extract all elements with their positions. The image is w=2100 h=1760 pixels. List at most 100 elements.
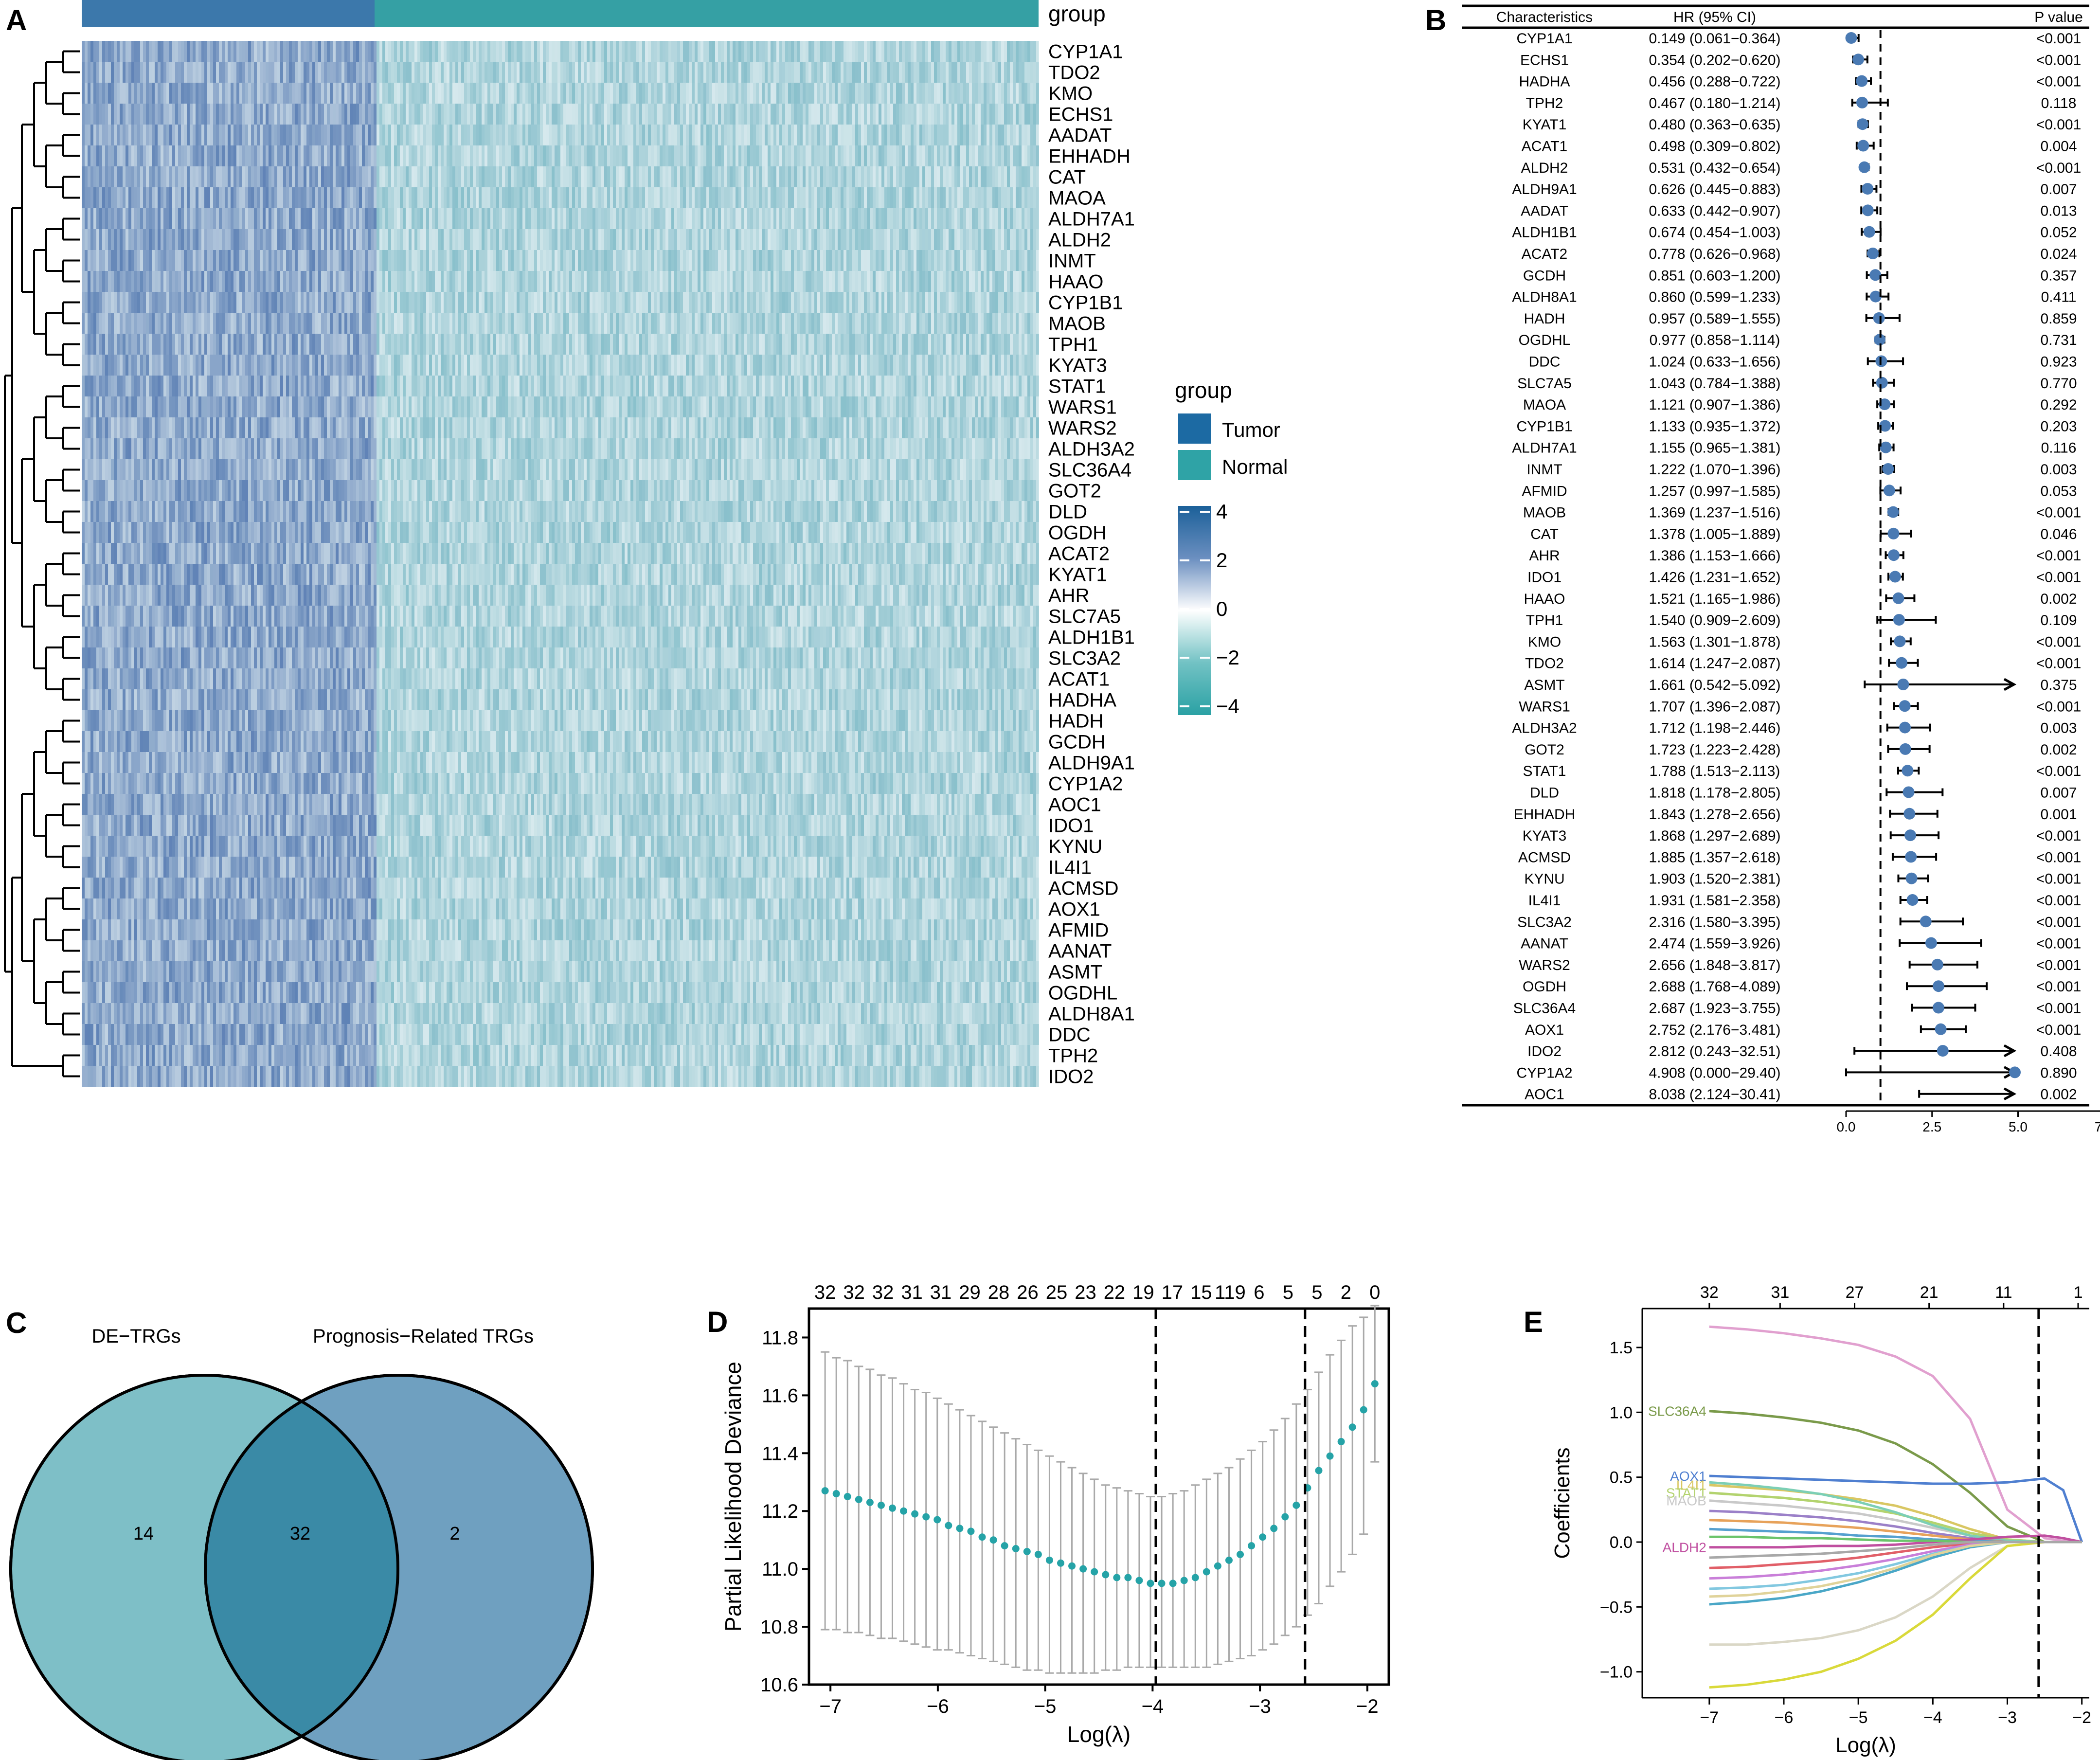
heatmap-cell <box>692 83 695 104</box>
heatmap-cell <box>175 208 178 229</box>
heatmap-cell <box>592 125 595 145</box>
heatmap-cell <box>473 166 476 187</box>
heatmap-cell <box>978 292 981 313</box>
heatmap-cell <box>473 104 476 125</box>
heatmap-cell <box>236 208 239 229</box>
heatmap-cell <box>756 229 759 250</box>
heatmap-cell <box>309 313 312 334</box>
heatmap-cell <box>552 292 555 313</box>
heatmap-cell <box>695 208 698 229</box>
heatmap-cell <box>575 229 578 250</box>
heatmap-cell <box>645 250 648 271</box>
heatmap-cell <box>846 125 849 145</box>
heatmap-cell <box>429 187 432 208</box>
heatmap-cell <box>788 62 791 83</box>
heatmap-cell <box>718 250 721 271</box>
heatmap-cell <box>881 250 884 271</box>
heatmap-cell <box>663 166 665 187</box>
heatmap-cell <box>286 208 289 229</box>
heatmap-cell <box>368 313 371 334</box>
heatmap-cell <box>782 271 785 292</box>
heatmap-cell <box>438 62 441 83</box>
heatmap-cell <box>823 83 826 104</box>
heatmap-cell <box>616 166 619 187</box>
heatmap-cell <box>534 313 537 334</box>
heatmap-cell <box>143 83 146 104</box>
heatmap-cell <box>236 166 239 187</box>
heatmap-cell <box>362 292 365 313</box>
heatmap-cell <box>269 250 271 271</box>
heatmap-cell <box>581 292 584 313</box>
heatmap-cell <box>741 125 744 145</box>
heatmap-cell <box>560 208 563 229</box>
heatmap-cell <box>175 313 178 334</box>
heatmap-cell <box>520 41 522 62</box>
heatmap-cell <box>388 208 391 229</box>
heatmap-cell <box>753 271 756 292</box>
heatmap-cell <box>738 41 741 62</box>
heatmap-cell <box>327 125 330 145</box>
heatmap-cell <box>957 313 960 334</box>
heatmap-cell <box>543 62 546 83</box>
heatmap-cell <box>146 187 149 208</box>
heatmap-cell <box>733 41 736 62</box>
heatmap-cell <box>225 250 228 271</box>
heatmap-cell <box>884 229 887 250</box>
heatmap-cell <box>829 125 832 145</box>
heatmap-cell <box>193 125 196 145</box>
heatmap-cell <box>1013 271 1016 292</box>
heatmap-cell <box>811 83 814 104</box>
heatmap-cell <box>514 334 517 355</box>
heatmap-cell <box>876 187 879 208</box>
heatmap-cell <box>449 229 452 250</box>
heatmap-cell <box>277 104 280 125</box>
heatmap-cell <box>540 166 543 187</box>
heatmap-cell <box>765 208 768 229</box>
heatmap-cell <box>899 292 902 313</box>
heatmap-cell <box>940 229 943 250</box>
heatmap-cell <box>356 250 359 271</box>
heatmap-cell <box>304 62 306 83</box>
heatmap-cell <box>452 83 455 104</box>
heatmap-cell <box>432 292 435 313</box>
heatmap-cell <box>330 125 333 145</box>
heatmap-cell <box>951 208 954 229</box>
heatmap-cell <box>377 250 379 271</box>
heatmap-cell <box>490 62 493 83</box>
heatmap-cell <box>420 62 423 83</box>
heatmap-cell <box>420 229 423 250</box>
heatmap-cell <box>400 166 403 187</box>
heatmap-cell <box>207 229 210 250</box>
heatmap-cell <box>560 62 563 83</box>
heatmap-cell <box>674 62 677 83</box>
heatmap-cell <box>668 104 671 125</box>
heatmap-cell <box>794 83 797 104</box>
heatmap-cell <box>260 104 263 125</box>
heatmap-grid[interactable] <box>82 41 1039 1087</box>
heatmap-cell <box>768 145 771 166</box>
heatmap-cell <box>832 208 835 229</box>
heatmap-cell <box>391 313 394 334</box>
heatmap-cell <box>99 187 102 208</box>
heatmap-cell <box>1010 41 1013 62</box>
heatmap-cell <box>911 62 914 83</box>
heatmap-cell <box>190 271 193 292</box>
heatmap-cell <box>931 125 934 145</box>
heatmap-cell <box>161 292 163 313</box>
heatmap-cell <box>204 208 207 229</box>
heatmap-cell <box>137 145 140 166</box>
heatmap-cell <box>788 125 791 145</box>
heatmap-cell <box>204 145 207 166</box>
heatmap-cell <box>768 313 771 334</box>
heatmap-cell <box>458 208 461 229</box>
heatmap-cell <box>204 271 207 292</box>
heatmap-cell <box>391 229 394 250</box>
heatmap-cell <box>271 229 274 250</box>
heatmap-cell <box>549 166 552 187</box>
heatmap-cell <box>963 292 966 313</box>
heatmap-cell <box>572 83 575 104</box>
heatmap-cell <box>563 125 566 145</box>
heatmap-cell <box>461 229 464 250</box>
heatmap-cell <box>998 41 1001 62</box>
heatmap-cell <box>1010 187 1013 208</box>
